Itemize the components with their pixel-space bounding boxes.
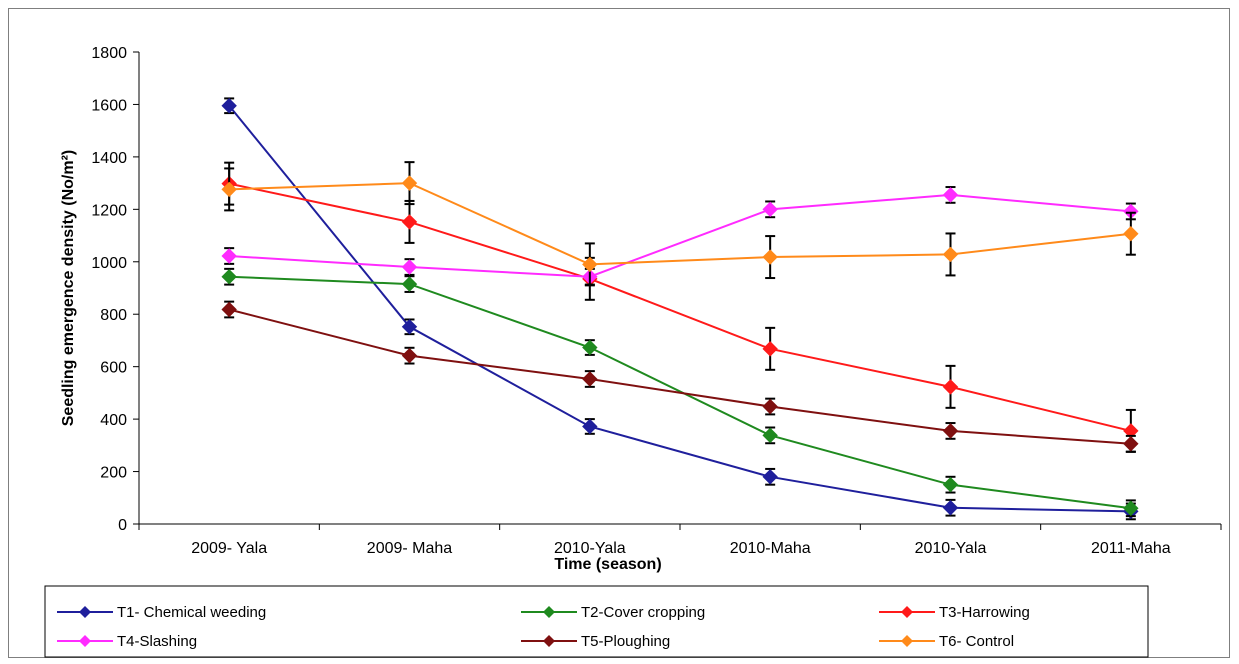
y-axis-title: Seedling emergence density (No/m²): [60, 150, 77, 427]
legend-item: T5-Ploughing: [521, 633, 670, 650]
legend-marker: [79, 635, 91, 647]
data-point: [221, 248, 237, 264]
legend-item: T3-Harrowing: [879, 604, 1030, 621]
data-point: [762, 341, 778, 357]
data-point: [221, 181, 237, 198]
data-point: [582, 339, 598, 356]
data-point: [401, 214, 418, 230]
y-tick-label: 1600: [91, 97, 127, 114]
legend-label: T3-Harrowing: [939, 604, 1030, 621]
data-point: [221, 98, 237, 114]
series-line: [228, 182, 1132, 432]
chart-frame: 0 200 400 600 800 1000 1200 1400 1600 1800 2009- …: [8, 8, 1230, 658]
series-5: [221, 300, 1139, 453]
data-point: [582, 418, 598, 435]
series-2: [221, 267, 1139, 518]
data-point: [942, 187, 959, 203]
x-tick-label: 2009- Maha: [367, 540, 452, 557]
y-tick-label: 1400: [91, 150, 127, 167]
data-point: [401, 259, 418, 275]
data-point: [762, 249, 778, 265]
axes: [133, 51, 1222, 530]
data-point: [582, 256, 598, 273]
data-point: [401, 175, 418, 191]
legend-marker: [543, 606, 555, 618]
y-tick-label: 800: [100, 307, 127, 324]
x-tick-label: 2010-Yala: [554, 540, 626, 557]
x-tick-label: 2009- Yala: [191, 540, 267, 557]
x-tick-label: 2010-Yala: [915, 540, 987, 557]
series-3: [221, 161, 1139, 453]
legend: T1- Chemical weeding T2-Cover cropping T3-…: [44, 585, 1149, 658]
data-point: [401, 319, 418, 335]
x-tick-label: 2011-Maha: [1091, 540, 1171, 557]
series-line: [229, 182, 1131, 266]
legend-label: T5-Ploughing: [581, 633, 670, 650]
legend-marker: [901, 606, 913, 618]
legend-marker: [901, 635, 913, 647]
data-point: [221, 269, 237, 285]
legend-marker: [79, 606, 91, 618]
y-tick-label: 1200: [91, 202, 127, 219]
legend-label: T4-Slashing: [117, 633, 197, 650]
x-tick-label: 2010-Maha: [730, 540, 811, 557]
data-point: [942, 476, 959, 493]
data-point: [942, 423, 959, 439]
data-point: [401, 347, 418, 364]
legend-item: T4-Slashing: [57, 633, 197, 650]
series-1: [221, 97, 1139, 521]
data-point: [762, 427, 778, 444]
data-point: [1123, 226, 1139, 242]
legend-item: T6- Control: [879, 633, 1014, 650]
data-point: [1123, 500, 1139, 516]
series-line: [228, 308, 1131, 445]
y-tick-labels: 0 200 400 600 800 1000 1200 1400 1600 1800: [91, 45, 127, 534]
data-point: [401, 276, 418, 292]
x-tick-labels: 2009- Yala 2009- Maha 2010-Yala 2010-Maha 20…: [191, 540, 1171, 557]
data-point: [762, 469, 778, 485]
legend-box: [44, 585, 1149, 658]
data-point: [942, 500, 959, 516]
legend-label: T2-Cover cropping: [581, 604, 705, 621]
data-point: [221, 301, 237, 318]
series-line: [229, 193, 1131, 278]
legend-item: T1- Chemical weeding: [57, 604, 266, 621]
series-line: [229, 275, 1131, 510]
y-tick-label: 0: [118, 517, 127, 534]
series-4: [221, 186, 1139, 286]
legend-item: T2-Cover cropping: [521, 604, 705, 621]
y-tick-label: 400: [100, 412, 127, 429]
data-point: [942, 246, 959, 263]
data-point: [762, 201, 778, 218]
x-axis-title: Time (season): [554, 556, 661, 573]
line-chart: 0 200 400 600 800 1000 1200 1400 1600 1800 2009- …: [44, 45, 1222, 658]
series-line: [228, 105, 1131, 513]
data-point: [942, 379, 959, 395]
data-point: [582, 371, 598, 387]
y-tick-label: 1800: [91, 45, 127, 62]
data-point: [762, 398, 778, 415]
series-6: [221, 161, 1139, 287]
y-tick-label: 600: [100, 360, 127, 377]
series-group: [221, 97, 1139, 521]
legend-label: T1- Chemical weeding: [117, 604, 266, 621]
data-point: [1123, 436, 1139, 452]
y-tick-label: 1000: [91, 255, 127, 272]
legend-label: T6- Control: [939, 633, 1014, 650]
legend-marker: [543, 635, 555, 647]
y-tick-label: 200: [100, 465, 127, 482]
